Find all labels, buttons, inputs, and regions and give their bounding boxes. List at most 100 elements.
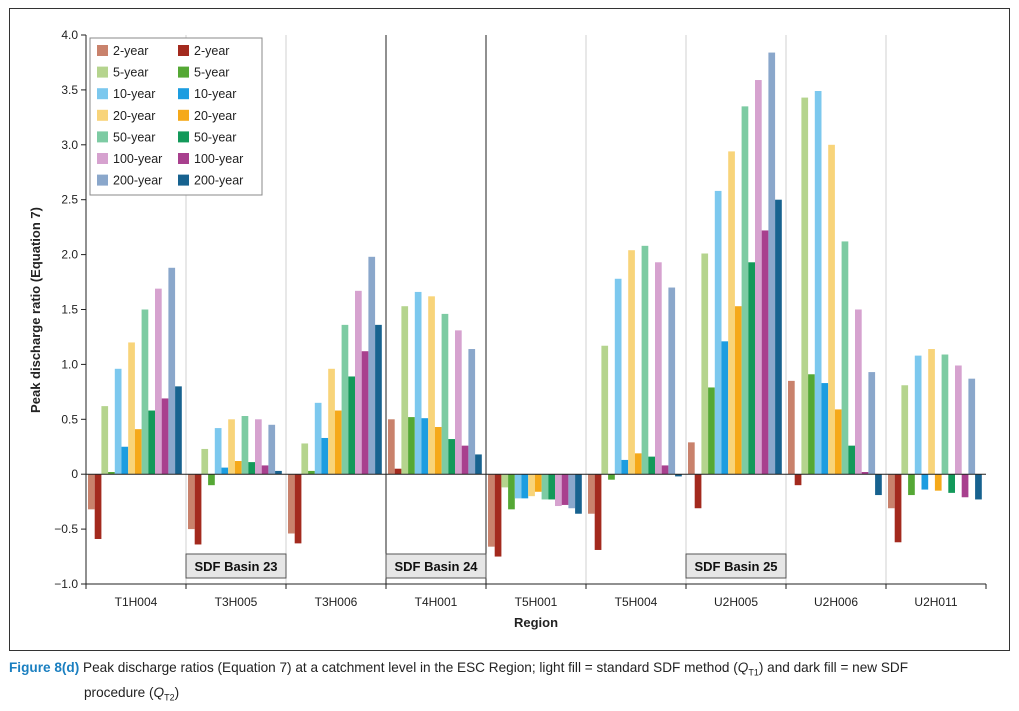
bar-200-year-new-T3H005 <box>275 470 282 475</box>
bar-100-year-new-T1H004 <box>161 398 169 475</box>
bar-50-year-standard-T1H004 <box>141 309 149 475</box>
bar-2-year-standard-T3H006 <box>288 474 295 534</box>
bar-200-year-standard-U2H006 <box>868 372 876 475</box>
basin-annotations: SDF Basin 23 SDF Basin 24 SDF Basin 25 <box>185 553 787 579</box>
bar-10-year-new-U2H005 <box>721 341 729 475</box>
legend-swatch-100-year-standard <box>97 153 108 164</box>
basin-label-box <box>385 553 487 579</box>
bar-10-year-new-T3H005 <box>221 467 229 475</box>
bar-50-year-standard-T3H005 <box>241 416 249 475</box>
bar-50-year-new-U2H006 <box>848 445 855 475</box>
y-axis-title: Peak discharge ratio (Equation 7) <box>28 207 43 413</box>
bar-100-year-new-T3H006 <box>361 351 369 475</box>
bar-100-year-standard-U2H006 <box>855 309 862 475</box>
bar-20-year-new-T4H001 <box>434 426 442 475</box>
legend-swatch-50-year-new <box>178 131 189 143</box>
bar-100-year-standard-T1H004 <box>155 288 162 475</box>
legend-label-50-year-new: 50-year <box>194 130 236 144</box>
caption-q1-sub: T1 <box>748 667 759 678</box>
bar-50-year-new-T3H006 <box>348 376 355 475</box>
bar-10-year-standard-T3H006 <box>314 402 322 475</box>
figure-caption: Figure 8(d) Peak discharge ratios (Equat… <box>9 658 1009 707</box>
bar-50-year-standard-U2H011 <box>941 354 949 475</box>
bar-200-year-new-T3H006 <box>375 324 382 475</box>
basin-label-box <box>685 553 787 579</box>
figure-label: Figure 8(d) <box>9 660 80 675</box>
legend-label-20-year-standard: 20-year <box>113 109 155 123</box>
bar-200-year-standard-U2H005 <box>768 52 776 475</box>
bar-5-year-new-T4H001 <box>408 417 415 475</box>
legend-label-5-year-standard: 5-year <box>113 66 148 80</box>
bar-200-year-new-U2H005 <box>775 199 782 475</box>
y-tick-label: 1.5 <box>61 303 78 317</box>
bar-200-year-standard-T5H004 <box>668 287 676 475</box>
legend-swatch-200-year-standard <box>97 174 108 186</box>
y-tick-label: 1.0 <box>61 357 78 371</box>
bar-5-year-standard-T3H006 <box>301 443 309 475</box>
x-tick-label-U2H011: U2H011 <box>914 595 957 609</box>
bar-20-year-standard-T1H004 <box>128 342 135 475</box>
y-tick-label: −0.5 <box>54 522 78 536</box>
bar-200-year-new-U2H011 <box>975 474 982 500</box>
bar-5-year-standard-U2H011 <box>901 385 909 475</box>
bar-50-year-new-T1H004 <box>148 410 155 475</box>
y-tick-label: 0.5 <box>61 412 78 426</box>
basin-label: SDF Basin 24 <box>394 559 478 574</box>
caption-q2: Q <box>153 684 165 700</box>
x-tick-label-T5H001: T5H001 <box>515 595 558 609</box>
basin-separators <box>385 35 487 584</box>
bar-10-year-standard-T3H005 <box>214 428 222 475</box>
bar-200-year-standard-T5H001 <box>568 474 576 509</box>
bar-200-year-new-U2H006 <box>875 474 882 496</box>
bar-100-year-new-T5H004 <box>661 465 669 475</box>
bar-50-year-standard-T5H004 <box>641 245 649 475</box>
bar-20-year-new-U2H006 <box>834 409 842 475</box>
legend-label-2-year-standard: 2-year <box>113 44 148 58</box>
bar-100-year-new-T3H005 <box>261 465 269 475</box>
legend-label-10-year-new: 10-year <box>194 87 236 101</box>
bar-2-year-new-U2H005 <box>694 474 702 509</box>
bar-100-year-standard-T5H001 <box>555 474 562 507</box>
legend-label-20-year-new: 20-year <box>194 109 236 123</box>
bar-20-year-new-U2H005 <box>734 306 742 475</box>
bar-200-year-standard-T3H006 <box>368 256 376 475</box>
bar-50-year-standard-U2H005 <box>741 106 749 475</box>
bar-5-year-new-T3H006 <box>308 470 315 475</box>
caption-text-4: ) <box>174 684 180 700</box>
bar-2-year-new-T5H004 <box>594 474 602 550</box>
bar-20-year-standard-T3H005 <box>228 419 235 475</box>
bar-50-year-new-T5H001 <box>548 474 555 500</box>
bar-20-year-standard-T3H006 <box>328 368 335 475</box>
axes-layer: 4.0 3.5 3.0 2.5 2.0 1.5 1.0 0.5 0 −0.5 −1.0 T1H004 T… <box>54 28 987 609</box>
y-tick-label: 4.0 <box>61 28 78 42</box>
bar-100-year-standard-U2H011 <box>955 365 962 475</box>
bar-5-year-new-U2H005 <box>708 387 715 475</box>
bar-20-year-standard-T5H001 <box>528 474 535 497</box>
x-tick-label-T3H006: T3H006 <box>315 595 358 609</box>
legend-label-2-year-new: 2-year <box>194 44 229 58</box>
bar-200-year-standard-T3H005 <box>268 424 276 475</box>
legend-label-200-year-new: 200-year <box>194 174 243 188</box>
bar-2-year-standard-U2H005 <box>688 442 695 475</box>
bar-20-year-standard-U2H006 <box>828 144 835 475</box>
bar-50-year-new-T3H005 <box>248 462 255 475</box>
bar-20-year-new-U2H011 <box>934 474 942 491</box>
x-tick-label-T5H004: T5H004 <box>615 595 658 609</box>
bar-2-year-new-T5H001 <box>494 474 502 557</box>
bar-100-year-standard-T4H001 <box>455 330 462 475</box>
bar-200-year-new-T1H004 <box>175 386 182 475</box>
figure-frame <box>9 8 1010 651</box>
x-axis-title: Region <box>514 615 558 630</box>
bar-10-year-new-U2H011 <box>921 474 929 490</box>
legend-swatch-2-year-new <box>178 45 189 56</box>
bar-2-year-new-U2H006 <box>794 474 802 486</box>
bar-5-year-new-U2H006 <box>808 374 815 475</box>
bar-20-year-standard-U2H011 <box>928 349 935 475</box>
bar-200-year-standard-T1H004 <box>168 267 176 475</box>
legend-swatch-20-year-new <box>178 109 189 121</box>
bar-5-year-new-T5H001 <box>508 474 515 510</box>
bar-100-year-standard-T3H005 <box>255 419 262 475</box>
basin-label-box <box>185 553 287 579</box>
y-tick-label: 3.0 <box>61 138 78 152</box>
bar-10-year-standard-U2H006 <box>814 91 822 475</box>
